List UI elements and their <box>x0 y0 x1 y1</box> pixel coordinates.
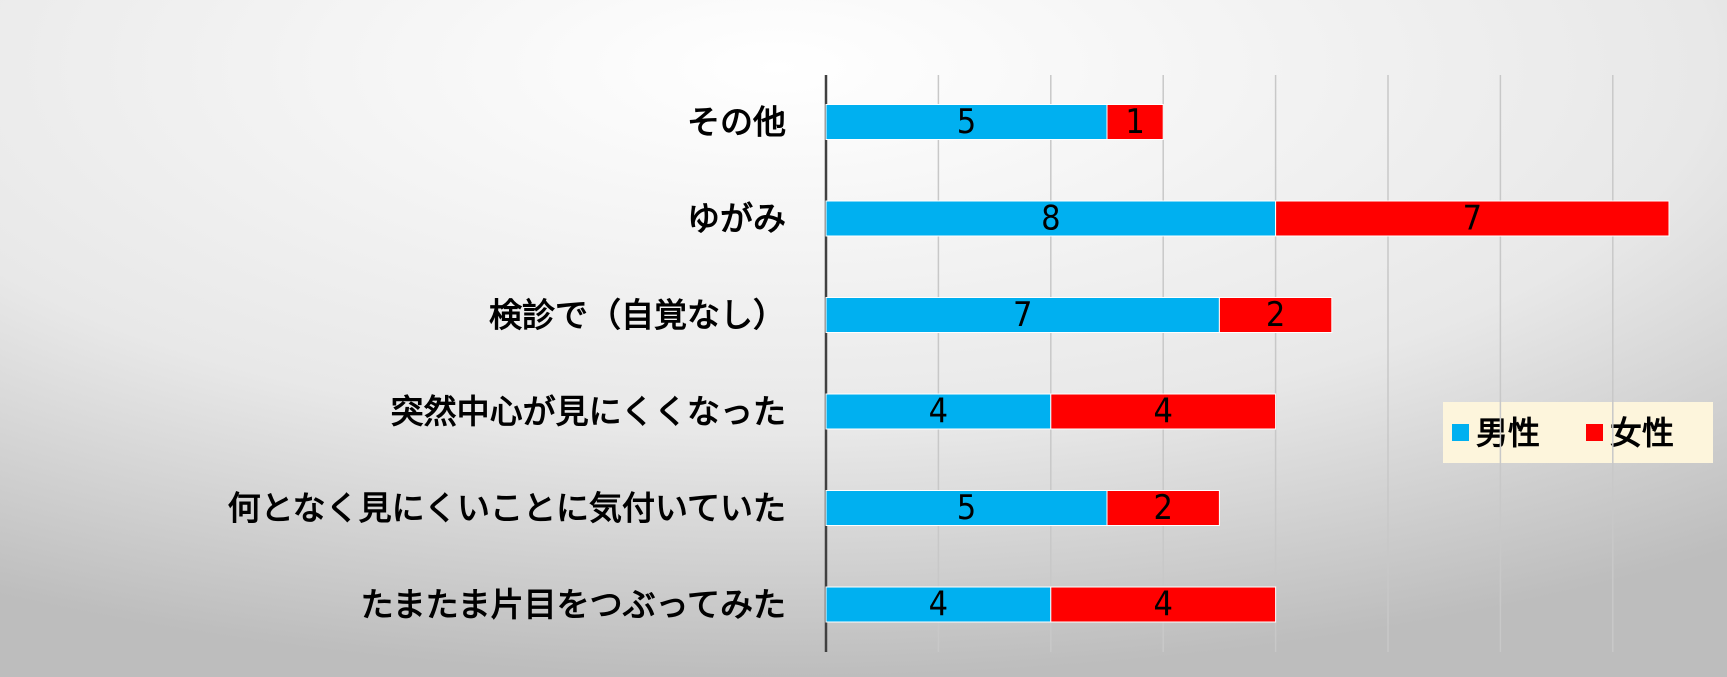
legend-swatch <box>1452 424 1469 441</box>
bar <box>825 104 1108 140</box>
y-tick-label: 検診で（自覚なし） <box>489 296 786 335</box>
y-tick-label: 何となく見にくいことに気付いていた <box>228 489 786 528</box>
bar <box>825 393 1052 430</box>
bar <box>825 200 1277 237</box>
y-tick-label: その他 <box>687 103 786 142</box>
bar <box>825 490 1108 526</box>
legend-box <box>1443 402 1713 463</box>
y-tick-label: ゆがみ <box>687 199 786 238</box>
y-tick-label: 突然中心が見にくくなった <box>391 392 786 431</box>
bar <box>1050 393 1277 430</box>
data-label: 4 <box>929 585 948 625</box>
data-label: 7 <box>1463 199 1482 239</box>
legend: 男性 女性 <box>1443 402 1713 463</box>
bar <box>1050 586 1277 623</box>
legend-swatch <box>1586 424 1603 441</box>
data-label: 5 <box>957 488 976 528</box>
y-tick-label: たまたま片目をつぶってみた <box>361 585 786 624</box>
bar <box>1106 104 1164 140</box>
bar <box>1275 200 1670 237</box>
bar <box>1106 490 1220 526</box>
legend-label: 女性 <box>1610 414 1674 452</box>
bar <box>825 586 1052 623</box>
data-label: 2 <box>1266 295 1285 335</box>
data-label: 4 <box>1153 392 1172 432</box>
data-label: 2 <box>1153 488 1172 528</box>
data-label: 4 <box>929 392 948 432</box>
bar <box>825 297 1220 333</box>
data-label: 8 <box>1041 199 1060 239</box>
data-label: 5 <box>957 102 976 142</box>
data-label: 7 <box>1013 295 1032 335</box>
bar <box>1218 297 1333 333</box>
data-label: 1 <box>1125 102 1144 142</box>
data-label: 4 <box>1153 585 1172 625</box>
legend-label: 男性 <box>1476 414 1540 452</box>
